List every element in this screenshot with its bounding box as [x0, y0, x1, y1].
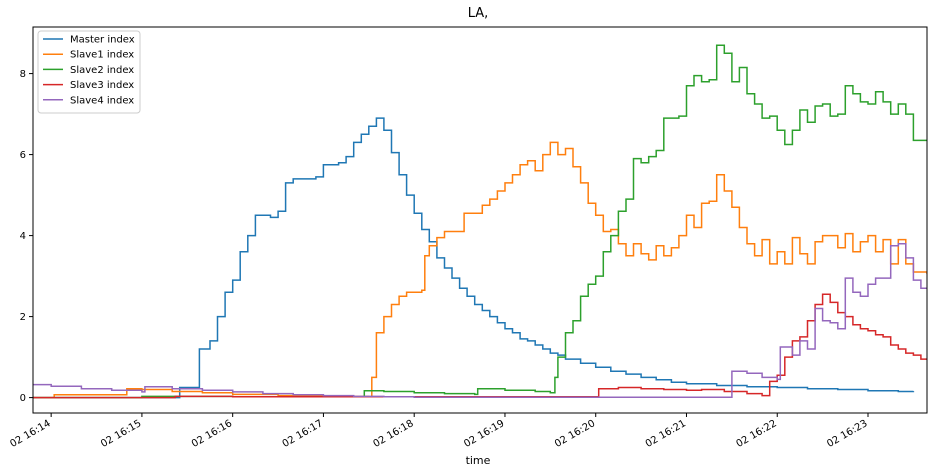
x-tick-label: 02 16:23: [825, 418, 869, 450]
legend-label: Slave4 index: [70, 95, 134, 106]
x-tick-label: 02 16:16: [190, 418, 234, 450]
x-tick-label: 02 16:21: [644, 418, 688, 450]
y-tick-label: 0: [20, 393, 26, 404]
plot-frame: [32, 26, 928, 414]
series-line-4: [33, 293, 927, 399]
series-line-3: [33, 44, 927, 399]
x-axis: 02 16:14 02 16:15 02 16:16 02 16:17 02 16:18…: [8, 413, 870, 450]
chart-title: LA,: [468, 6, 489, 21]
x-tick-label: 02 16:15: [99, 418, 143, 450]
x-tick-label: 02 16:19: [462, 418, 506, 450]
legend: Master index Slave1 index Slave2 index Slav…: [37, 30, 141, 114]
series-line-2: [33, 141, 927, 399]
y-tick-label: 8: [20, 69, 26, 80]
y-tick-label: 6: [20, 150, 26, 161]
legend-label: Slave2 index: [70, 65, 134, 76]
y-tick-label: 2: [20, 312, 26, 323]
series-line-5: [33, 242, 927, 398]
legend-label: Slave1 index: [70, 50, 134, 61]
legend-label: Slave3 index: [70, 80, 134, 91]
y-axis: 0 2 4 6 8: [20, 69, 33, 404]
x-tick-label: 02 16:20: [553, 418, 597, 450]
series-line-1: [33, 117, 915, 399]
y-tick-label: 4: [20, 231, 26, 242]
legend-label: Master index: [70, 35, 135, 46]
x-tick-label: 02 16:17: [281, 418, 325, 450]
x-tick-label: 02 16:22: [735, 418, 779, 450]
x-tick-label: 02 16:18: [371, 418, 415, 450]
x-tick-label: 02 16:14: [8, 418, 52, 450]
x-axis-label: time: [466, 454, 491, 467]
series-layer: [33, 44, 927, 399]
legend-box: [37, 30, 141, 114]
